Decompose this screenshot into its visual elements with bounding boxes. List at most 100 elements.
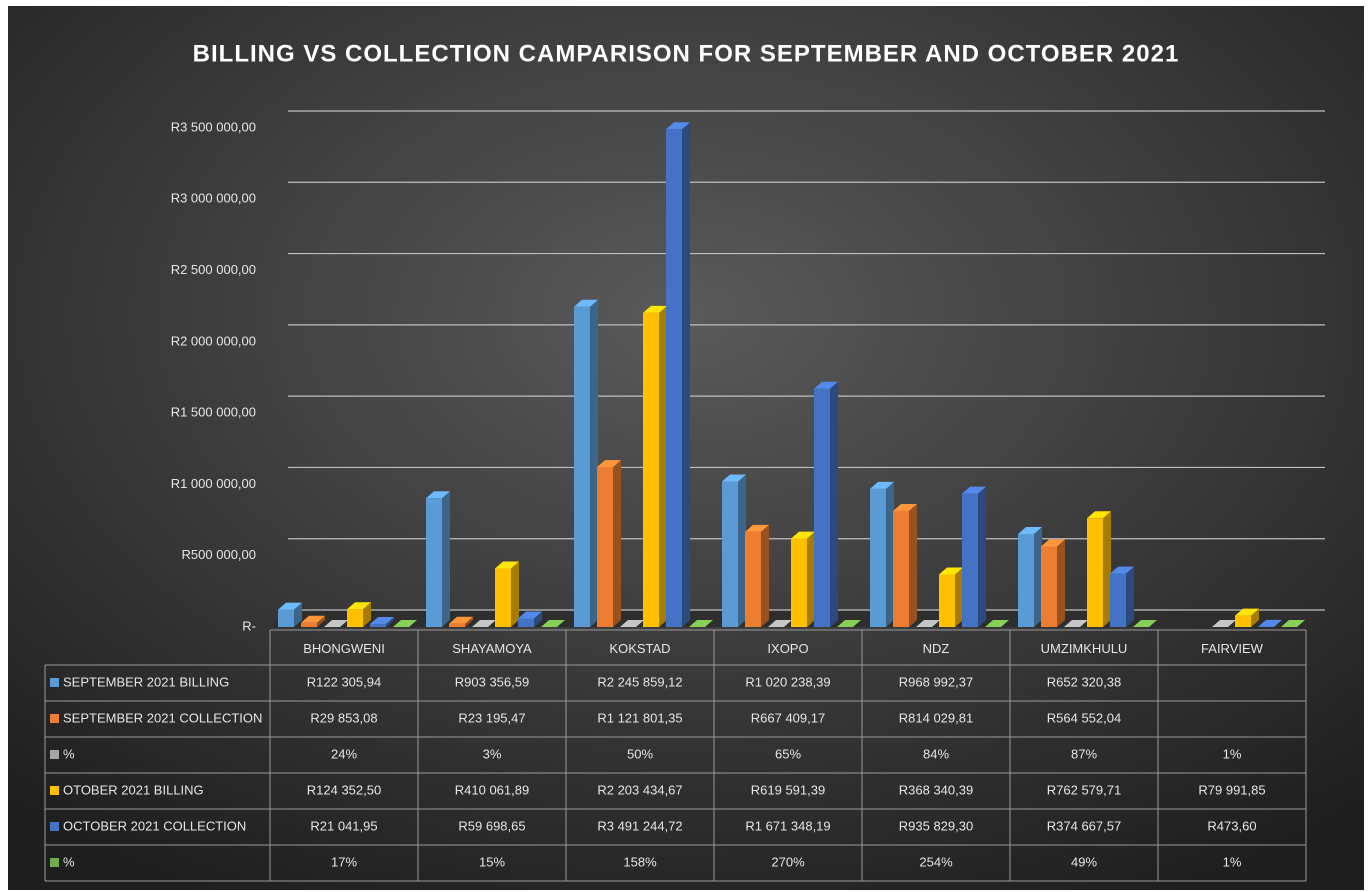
table-value: 254% [919, 854, 953, 869]
bar-top [449, 616, 473, 624]
table-value: R410 061,89 [455, 782, 529, 797]
bar-side [1126, 566, 1134, 627]
table-value: R935 829,30 [899, 818, 973, 833]
x-tick-label: UMZIMKHULU [1041, 641, 1128, 656]
legend-label: % [63, 746, 75, 761]
legend-label: OTOBER 2021 BILLING [63, 782, 204, 797]
bar-side [761, 524, 769, 627]
bar [1018, 533, 1034, 627]
table-value: R814 029,81 [899, 710, 973, 725]
x-tick-label: IXOPO [767, 641, 808, 656]
y-tick-label: R500 000,00 [182, 547, 256, 562]
bar-top [620, 619, 644, 627]
x-tick-label: SHAYAMOYA [452, 641, 532, 656]
bar-side [409, 619, 417, 627]
bar-top [370, 617, 394, 624]
bar [893, 510, 909, 627]
bar-side [363, 602, 371, 627]
bar-side [705, 619, 713, 627]
bar [1110, 573, 1126, 627]
bar-top [666, 122, 690, 130]
table-value: 3% [483, 746, 502, 761]
table-value: R79 991,85 [1198, 782, 1265, 797]
bar-side [886, 481, 894, 627]
table-value: R374 667,57 [1047, 818, 1121, 833]
bar [1041, 546, 1057, 627]
bar-top [1281, 619, 1305, 627]
table-value: R59 698,65 [458, 818, 525, 833]
bar [722, 481, 738, 627]
legend-label: OCTOBER 2021 COLLECTION [63, 818, 246, 833]
x-tick-label: KOKSTAD [609, 641, 670, 656]
table-value: 50% [627, 746, 653, 761]
legend-label: SEPTEMBER 2021 BILLING [63, 674, 229, 689]
legend-swatch [50, 678, 59, 687]
bar-side [340, 619, 348, 627]
table-value: 15% [479, 854, 505, 869]
bar-side [534, 611, 542, 627]
table-value: R124 352,50 [307, 782, 381, 797]
bar [1235, 615, 1251, 627]
bar-side [557, 619, 565, 627]
bar-top [495, 561, 519, 569]
bar-side [659, 305, 667, 627]
bar-side [294, 602, 302, 627]
bar-top [870, 481, 894, 489]
table-value: 24% [331, 746, 357, 761]
bar-side [1034, 526, 1042, 627]
table-value: R652 320,38 [1047, 674, 1121, 689]
bar-top [1258, 619, 1282, 627]
bar [962, 493, 978, 627]
bar-top [962, 486, 986, 494]
bar [449, 623, 465, 627]
bar-side [1103, 511, 1111, 627]
bar-top [1133, 619, 1157, 627]
y-tick-label: R- [242, 618, 256, 633]
bar [370, 624, 386, 627]
bar-top [324, 619, 348, 627]
bar-side [932, 619, 940, 627]
table-value: R903 356,59 [455, 674, 529, 689]
bar-top [722, 474, 746, 482]
bar-top [347, 602, 371, 610]
x-tick-label: NDZ [923, 641, 950, 656]
table-value: 1% [1223, 746, 1242, 761]
bar [1087, 518, 1103, 627]
bar-top [916, 619, 940, 627]
table-value: R1 671 348,19 [745, 818, 830, 833]
table-value: R968 992,37 [899, 674, 973, 689]
bar-side [1149, 619, 1157, 627]
legend-swatch [50, 714, 59, 723]
table-value: R2 245 859,12 [597, 674, 682, 689]
bar-side [590, 299, 598, 627]
y-tick-label: R1 500 000,00 [171, 405, 256, 420]
y-tick-label: R3 000 000,00 [171, 191, 256, 206]
legend-swatch [50, 858, 59, 867]
bar [495, 568, 511, 627]
bar-side [1251, 608, 1259, 627]
bar-side [636, 619, 644, 627]
y-tick-label: R2 500 000,00 [171, 262, 256, 277]
bar [791, 538, 807, 627]
bar-side [853, 619, 861, 627]
table-value: R122 305,94 [307, 674, 381, 689]
table-value: 49% [1071, 854, 1097, 869]
bar-side [317, 615, 325, 627]
bar [814, 388, 830, 627]
bar-side [465, 616, 473, 627]
x-tick-label: FAIRVIEW [1201, 641, 1264, 656]
bar-side [807, 531, 815, 627]
bar [870, 488, 886, 627]
table-value: R21 041,95 [310, 818, 377, 833]
bar-top [985, 619, 1009, 627]
bar-side [909, 503, 917, 627]
bar-side [1057, 539, 1065, 627]
bar-top [1087, 511, 1111, 519]
bar-side [830, 381, 838, 627]
bar-top [1041, 539, 1065, 547]
bar-side [784, 619, 792, 627]
bar [939, 574, 955, 627]
x-tick-label: BHONGWENI [303, 641, 385, 656]
table-value: R762 579,71 [1047, 782, 1121, 797]
